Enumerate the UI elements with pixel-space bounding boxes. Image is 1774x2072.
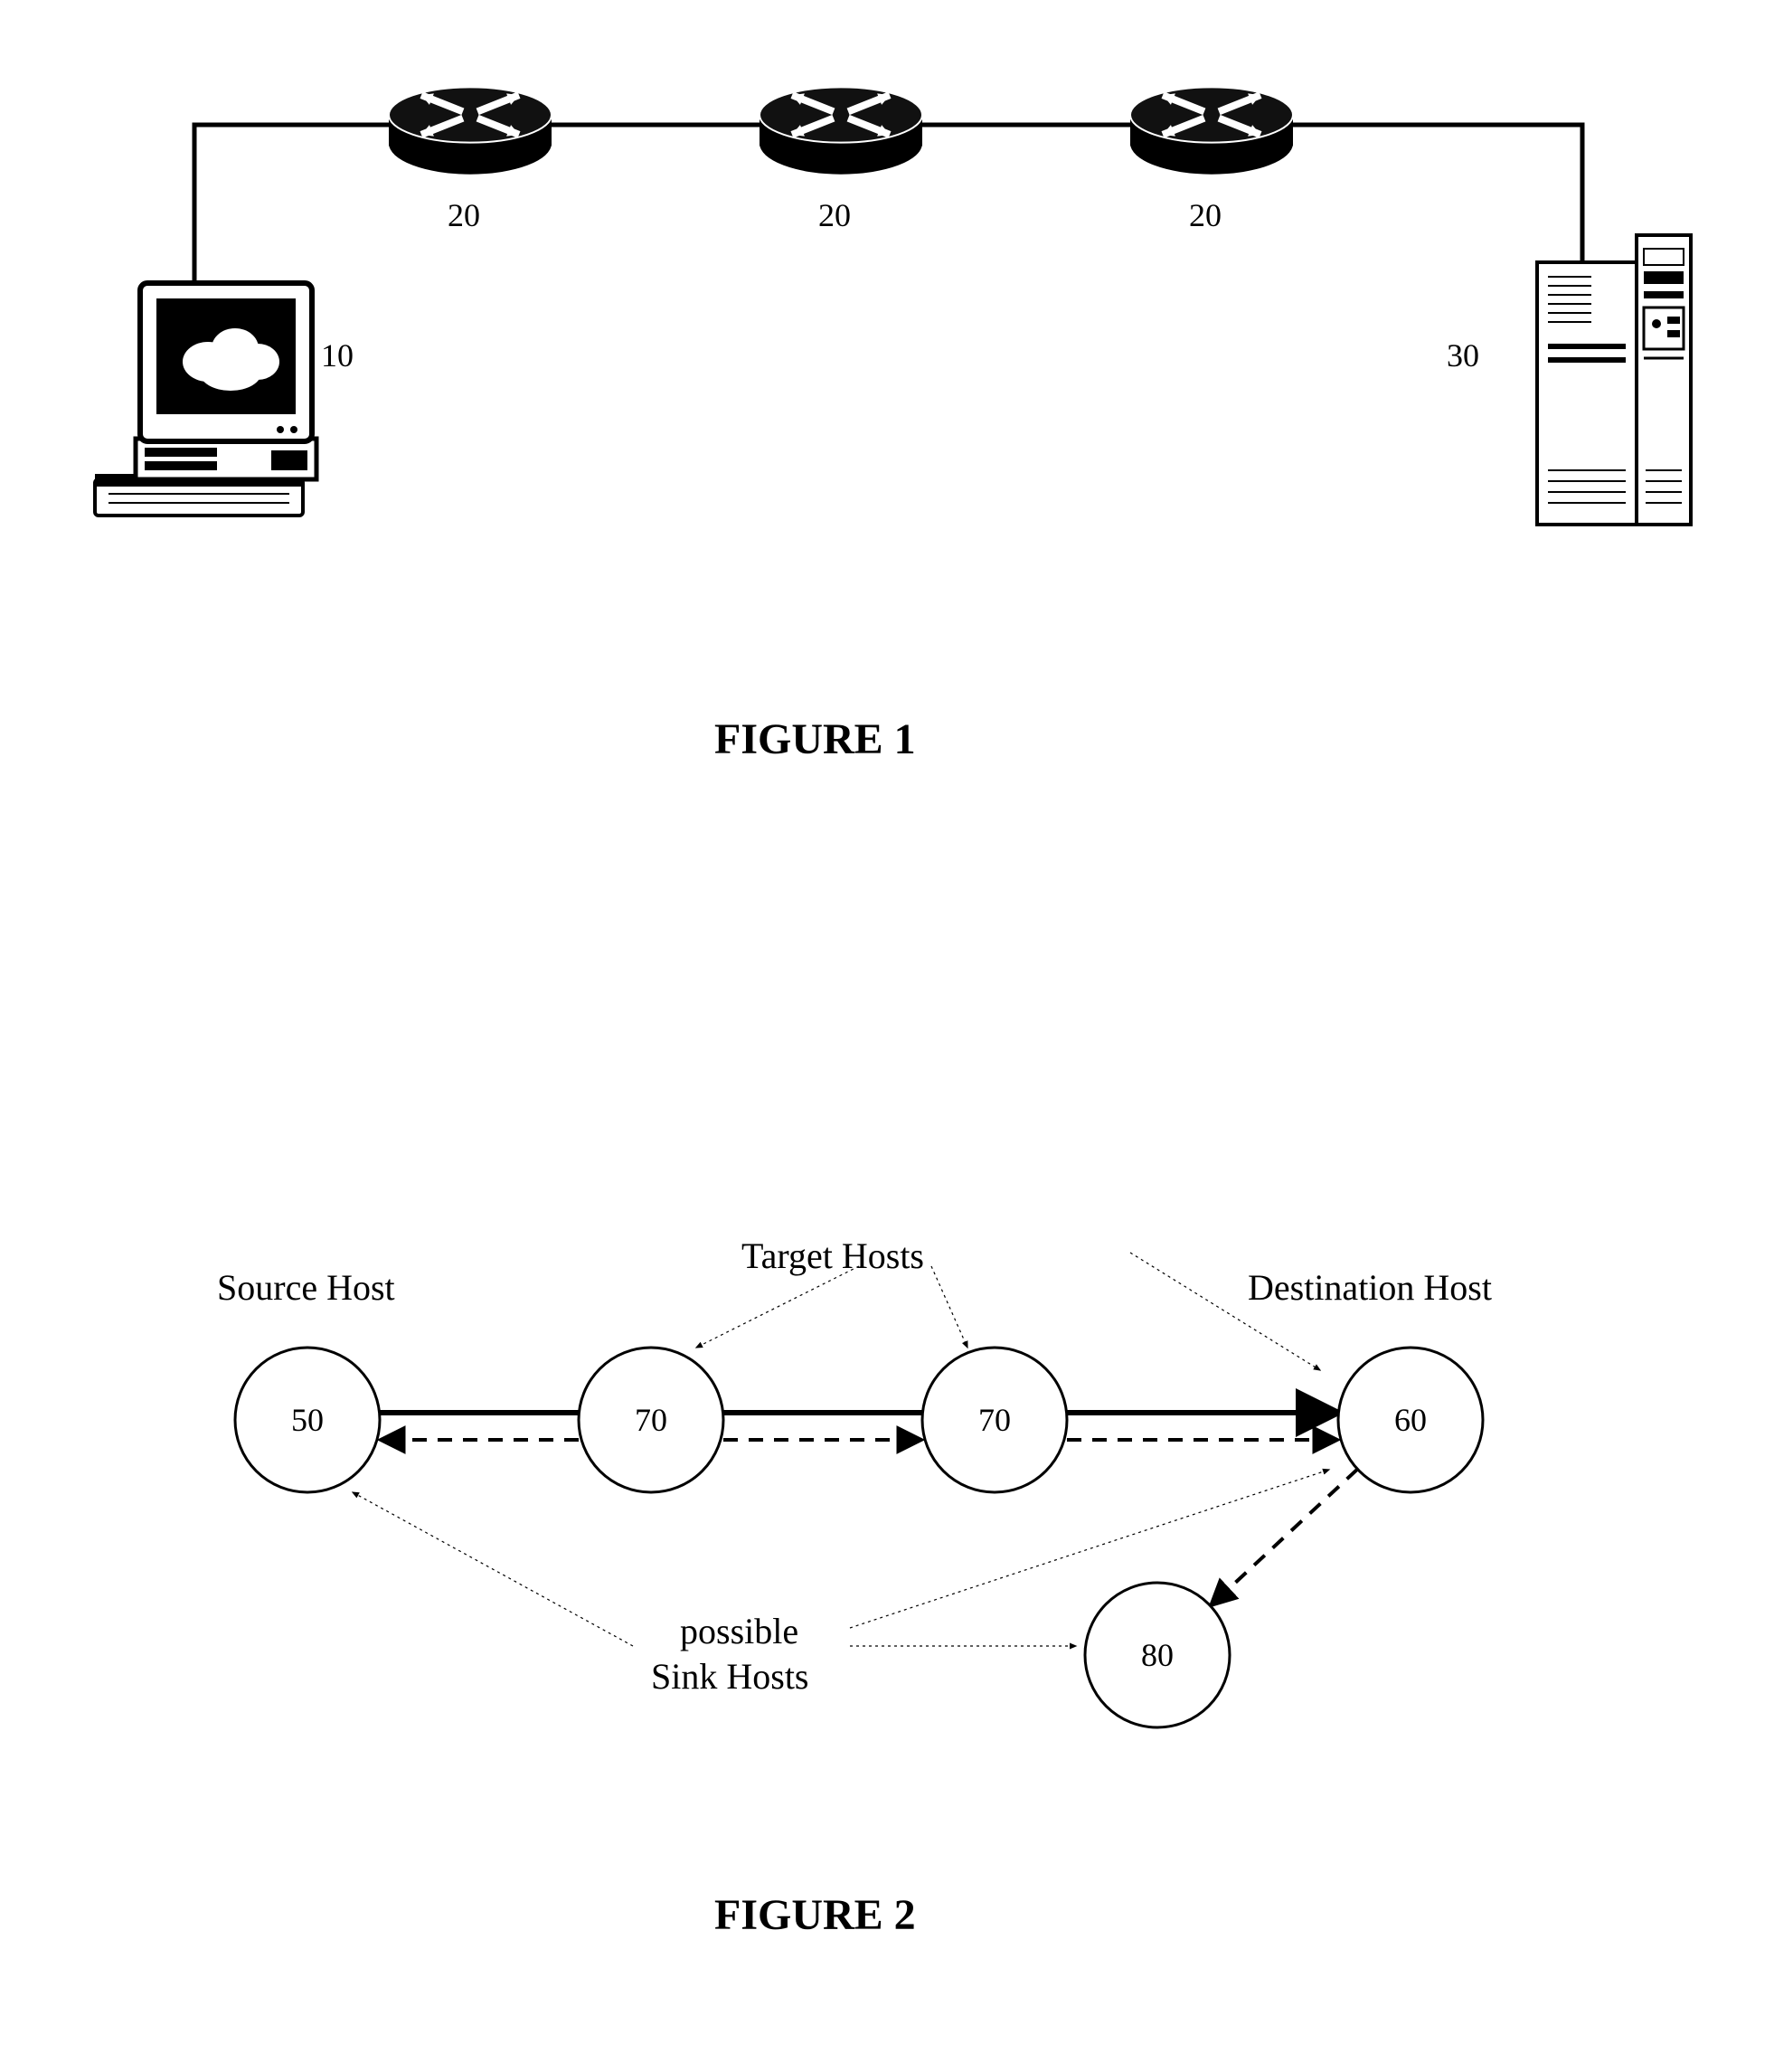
fig2-pointer-line: [850, 1470, 1329, 1628]
fig2-node-number: 60: [1394, 1402, 1427, 1438]
fig2-text-label: Destination Host: [1248, 1266, 1492, 1309]
fig2-node-number: 80: [1141, 1637, 1174, 1673]
fig2-dashed-edge: [1212, 1469, 1357, 1604]
fig2-text-label: possible: [680, 1610, 798, 1652]
fig2-pointer-line: [353, 1492, 633, 1646]
fig2-text-label: Source Host: [217, 1266, 395, 1309]
fig2-node-number: 50: [291, 1402, 324, 1438]
fig2-nodes: 50 70 70 60 80: [235, 1348, 1483, 1727]
fig2-pointer-line: [696, 1266, 859, 1348]
fig2-node-number: 70: [635, 1402, 667, 1438]
fig2-pointer-line: [931, 1266, 967, 1348]
fig2-text-label: Target Hosts: [741, 1235, 924, 1277]
fig2-node-number: 70: [978, 1402, 1011, 1438]
figure2-caption: FIGURE 2: [714, 1890, 916, 1940]
page-root: 10 202020 30 FIGURE 1 5070706080 Source …: [0, 0, 1774, 2072]
figure2-svg: 50 70 70 60 80: [0, 0, 1774, 2072]
fig2-dashed-edges: [382, 1440, 1357, 1604]
fig2-text-label: Sink Hosts: [651, 1655, 809, 1698]
